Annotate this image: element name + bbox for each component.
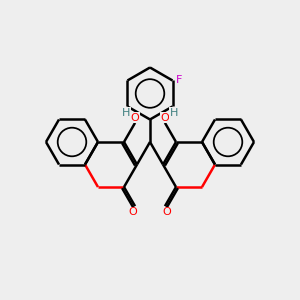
Text: O: O bbox=[131, 113, 140, 123]
Text: O: O bbox=[129, 207, 137, 217]
Text: O: O bbox=[163, 207, 171, 217]
Text: H: H bbox=[170, 108, 178, 118]
Text: H: H bbox=[122, 108, 130, 118]
Text: O: O bbox=[160, 113, 169, 123]
Text: F: F bbox=[176, 76, 183, 85]
